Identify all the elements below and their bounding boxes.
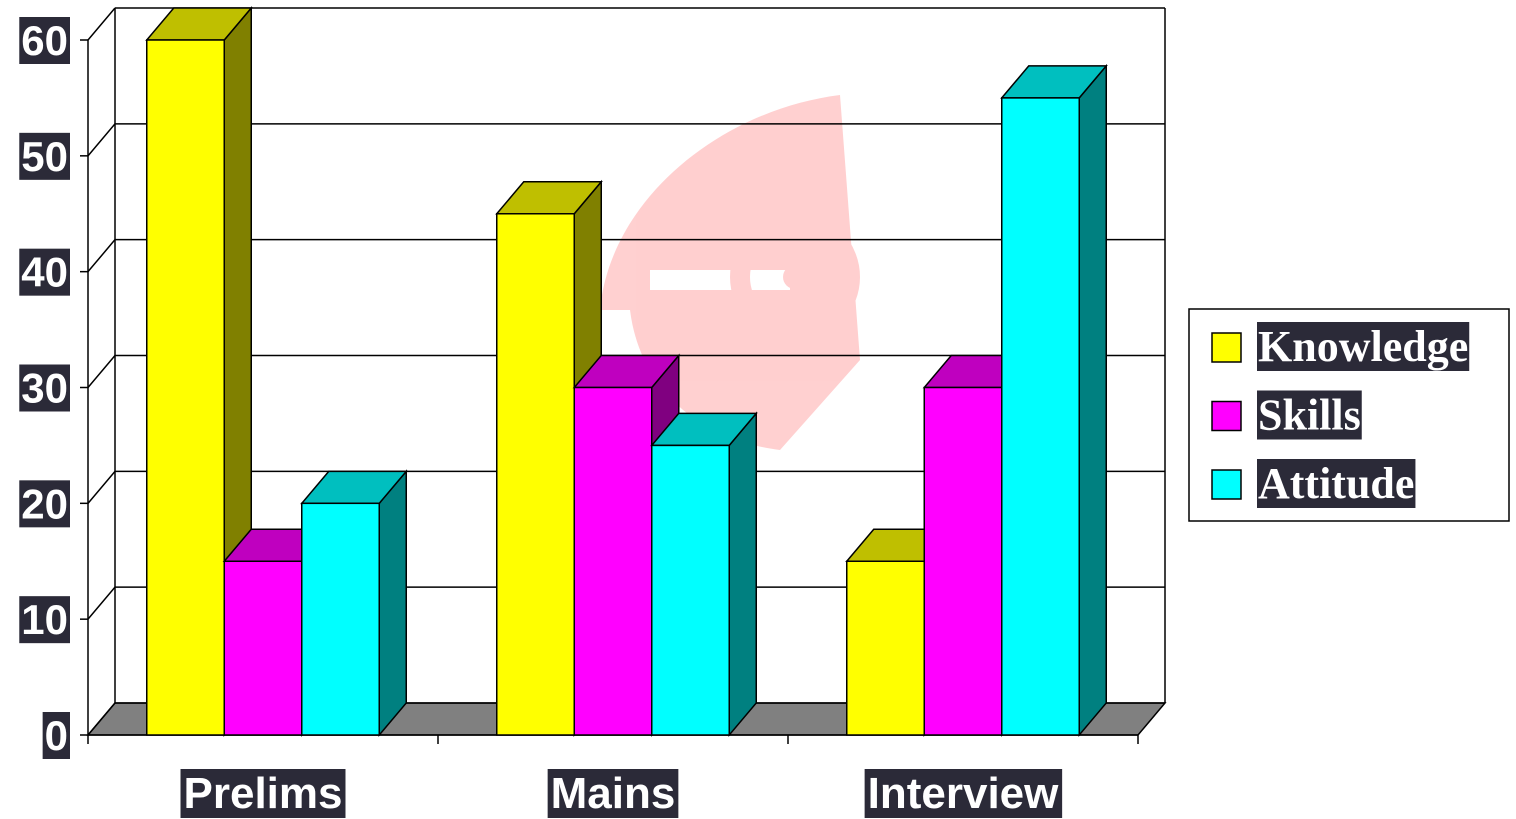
y-tick-label-group: 20: [19, 480, 70, 527]
bar-front: [924, 388, 1002, 736]
bar-front: [147, 40, 225, 735]
grid-line: [88, 124, 115, 156]
bar: [302, 471, 407, 735]
bar-front: [847, 561, 925, 735]
y-tick-label-group: 0: [43, 712, 70, 759]
bar-front: [497, 214, 575, 735]
x-tick-label-group: Prelims: [181, 769, 346, 818]
legend-label: Knowledge: [1258, 322, 1468, 371]
bar-side: [379, 471, 406, 735]
y-tick-label: 10: [21, 596, 68, 643]
grid-line: [88, 240, 115, 272]
chart: 0 10 20 30 40 50 60 Prelims Mains Interview Knowle…: [0, 0, 1516, 819]
y-tick-label: 20: [21, 480, 68, 527]
legend-swatch: [1212, 402, 1241, 431]
y-tick-label: 40: [21, 249, 68, 296]
legend-label-group: Skills: [1257, 391, 1362, 440]
x-tick-label: Mains: [551, 769, 676, 818]
legend-label: Skills: [1258, 391, 1361, 440]
bar-side: [1079, 66, 1106, 735]
bar-front: [1002, 98, 1080, 735]
x-tick-label-group: Mains: [548, 769, 679, 818]
y-tick-label-group: 10: [19, 596, 70, 643]
legend-swatch: [1212, 333, 1241, 362]
y-tick-label: 0: [45, 712, 68, 759]
legend-swatch: [1212, 470, 1241, 499]
page: {"chart_data": {"type": "bar3d", "catego…: [0, 0, 1516, 819]
bar-front: [574, 388, 652, 736]
legend-label-group: Attitude: [1257, 459, 1415, 508]
y-tick-label: 30: [21, 365, 68, 412]
y-tick-label: 50: [21, 133, 68, 180]
bar-front: [224, 561, 302, 735]
bar-side: [729, 413, 756, 735]
y-tick-label-group: 50: [19, 133, 70, 180]
x-tick-label-group: Interview: [865, 769, 1063, 818]
y-tick-label-group: 60: [19, 17, 70, 64]
y-tick-label-group: 40: [19, 249, 70, 296]
grid-line: [88, 587, 115, 619]
legend-label-group: Knowledge: [1257, 322, 1469, 371]
bar: [652, 413, 757, 735]
grid-line: [88, 471, 115, 503]
y-tick-label-group: 30: [19, 365, 70, 412]
grid-line: [88, 8, 115, 40]
x-tick-label: Prelims: [184, 769, 343, 818]
bar-front: [302, 503, 380, 735]
y-tick-label: 60: [21, 17, 68, 64]
legend-label: Attitude: [1258, 459, 1414, 508]
bar: [1002, 66, 1107, 735]
grid-line: [88, 356, 115, 388]
x-tick-label: Interview: [868, 769, 1060, 818]
bar-front: [652, 445, 730, 735]
